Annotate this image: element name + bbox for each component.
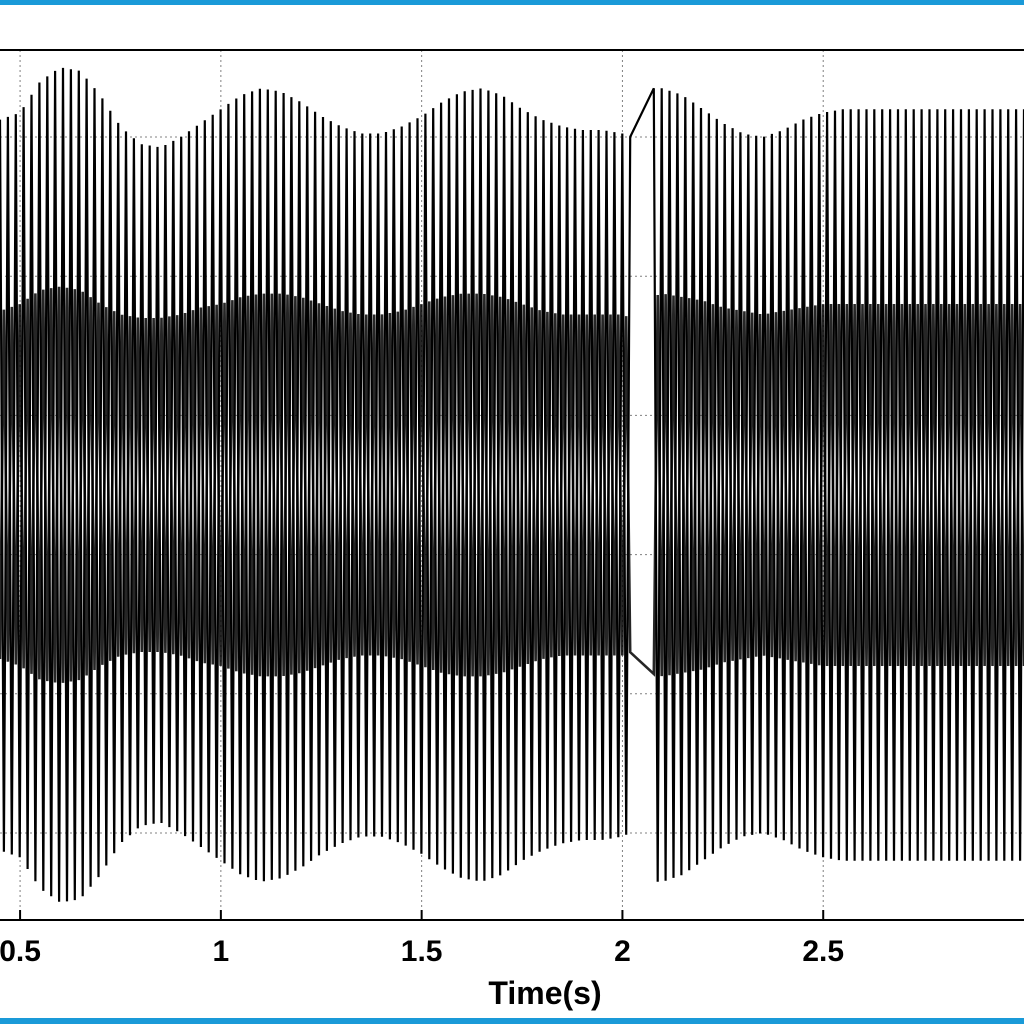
top-frame-border (0, 0, 1024, 5)
x-tick-label-1: 1 (213, 935, 230, 968)
x-tick-label-3: 2 (614, 935, 631, 968)
series-inner-trace (0, 286, 1024, 683)
signal-traces (0, 67, 1024, 902)
x-ticks: 0.5 1 1.5 2 2.5 (0, 910, 844, 968)
bottom-frame-border (0, 1018, 1024, 1024)
x-tick-label-0: 0.5 (0, 935, 41, 968)
x-tick-label-2: 1.5 (401, 935, 443, 968)
x-axis-label: Time(s) (488, 975, 601, 1011)
x-tick-label-4: 2.5 (802, 935, 844, 968)
